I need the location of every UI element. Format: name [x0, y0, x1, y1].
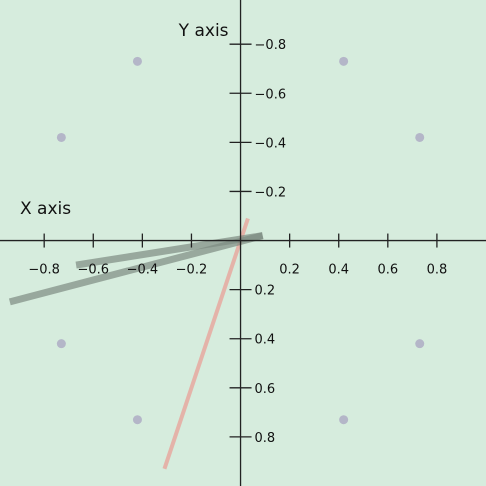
data-point — [339, 415, 349, 425]
data-point — [415, 339, 425, 349]
y-tick-label: −0.4 — [255, 136, 287, 151]
x-tick-label: −0.4 — [127, 263, 159, 278]
x-tick-label: −0.6 — [77, 263, 109, 278]
y-tick-label: −0.8 — [255, 38, 287, 53]
y-tick-label: 0.2 — [255, 284, 276, 299]
y-tick-label: 0.4 — [255, 333, 276, 348]
data-point — [415, 132, 425, 142]
data-point — [132, 56, 142, 66]
y-tick-label: 0.6 — [255, 382, 276, 397]
y-axis-title: Y axis — [178, 21, 229, 41]
x-tick-label: −0.2 — [176, 263, 208, 278]
x-tick-label: 0.2 — [279, 263, 300, 278]
data-point — [56, 339, 66, 349]
data-point — [339, 56, 349, 66]
x-tick-label: 0.8 — [427, 263, 448, 278]
segment-1 — [162, 217, 250, 470]
x-axis-title: X axis — [20, 199, 71, 219]
y-tick-label: −0.6 — [255, 87, 287, 102]
y-tick-label: −0.2 — [255, 185, 287, 200]
x-tick-label: 0.6 — [377, 263, 398, 278]
x-tick-label: 0.4 — [328, 263, 349, 278]
data-point — [56, 132, 66, 142]
x-tick-label: −0.8 — [28, 263, 60, 278]
data-point — [132, 415, 142, 425]
segment-2 — [8, 232, 264, 306]
y-tick-label: 0.8 — [255, 431, 276, 446]
